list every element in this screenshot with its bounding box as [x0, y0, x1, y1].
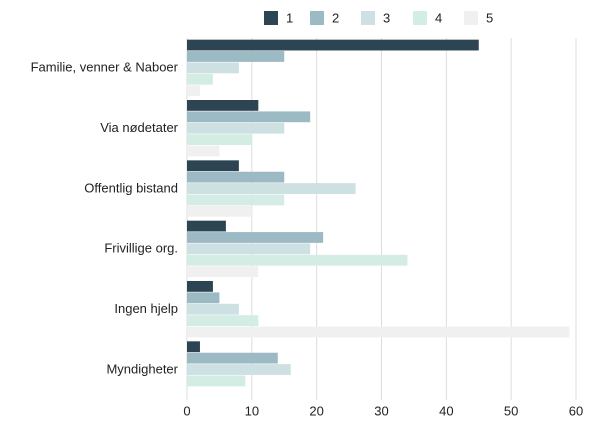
bar	[187, 326, 570, 338]
bar	[187, 315, 259, 326]
legend-swatch	[310, 11, 324, 25]
legend-label: 5	[486, 10, 493, 25]
x-tick-label: 60	[569, 403, 583, 418]
legend-swatch	[413, 11, 427, 25]
x-tick-label: 0	[183, 403, 190, 418]
bar	[187, 232, 324, 243]
y-tick-label: Familie, venner & Naboer	[31, 60, 179, 75]
x-tick-label: 50	[504, 403, 518, 418]
bar	[187, 134, 252, 145]
bar	[187, 85, 200, 97]
y-tick-label: Via nødetater	[100, 120, 178, 135]
x-tick-label: 20	[309, 403, 323, 418]
x-tick-label: 30	[374, 403, 388, 418]
bar	[187, 160, 239, 172]
legend-label: 1	[286, 10, 293, 25]
y-tick-label: Ingen hjelp	[114, 301, 178, 316]
bar	[187, 254, 408, 266]
legend-label: 4	[435, 10, 442, 25]
bar	[187, 303, 239, 315]
bar	[187, 352, 278, 364]
bar	[187, 111, 311, 123]
x-tick-label: 40	[439, 403, 453, 418]
legend-swatch	[361, 11, 375, 25]
bar	[187, 243, 311, 255]
bar	[187, 220, 226, 232]
bar	[187, 100, 259, 111]
bar	[187, 364, 291, 375]
legend-label: 2	[332, 10, 339, 25]
bar	[187, 73, 213, 85]
bar	[187, 194, 285, 206]
x-tick-label: 10	[245, 403, 259, 418]
bar	[187, 171, 285, 183]
bar	[187, 39, 479, 51]
bar	[187, 375, 246, 387]
bar	[187, 341, 200, 353]
bar	[187, 145, 220, 157]
legend-swatch	[264, 11, 278, 25]
bar	[187, 281, 213, 292]
legend-label: 3	[383, 10, 390, 25]
bar	[187, 62, 239, 74]
y-tick-label: Frivillige org.	[104, 241, 178, 256]
bar	[187, 51, 285, 62]
bar	[187, 205, 252, 217]
y-tick-label: Offentlig bistand	[84, 180, 178, 195]
bar	[187, 183, 356, 194]
y-tick-label: Myndigheter	[106, 361, 178, 376]
legend-swatch	[464, 11, 478, 25]
bar	[187, 266, 259, 278]
bar	[187, 292, 220, 304]
bar	[187, 122, 285, 134]
